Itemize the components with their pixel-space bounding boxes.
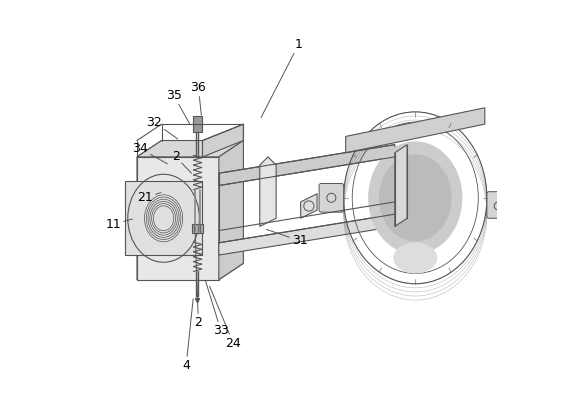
Polygon shape <box>219 145 395 185</box>
Text: 11: 11 <box>105 218 132 231</box>
Text: 21: 21 <box>137 191 161 204</box>
Polygon shape <box>125 181 202 255</box>
Polygon shape <box>194 116 202 132</box>
Text: 2: 2 <box>194 233 202 329</box>
Text: 24: 24 <box>209 286 241 350</box>
FancyBboxPatch shape <box>319 183 343 212</box>
Text: 35: 35 <box>166 89 190 124</box>
Text: 2: 2 <box>172 150 191 173</box>
Text: 36: 36 <box>191 81 207 115</box>
Polygon shape <box>137 263 243 280</box>
Polygon shape <box>202 124 243 157</box>
FancyBboxPatch shape <box>487 192 510 218</box>
Text: 31: 31 <box>267 229 308 247</box>
Ellipse shape <box>394 243 437 273</box>
Text: 33: 33 <box>205 280 229 337</box>
Polygon shape <box>137 140 161 280</box>
Polygon shape <box>346 108 485 153</box>
Ellipse shape <box>369 142 462 254</box>
Text: 4: 4 <box>182 299 193 372</box>
Polygon shape <box>137 157 219 280</box>
Polygon shape <box>219 140 243 280</box>
Text: 32: 32 <box>146 116 178 139</box>
Polygon shape <box>137 140 243 157</box>
Polygon shape <box>219 214 395 255</box>
Polygon shape <box>395 145 407 227</box>
Text: 1: 1 <box>261 38 302 117</box>
Polygon shape <box>301 194 317 218</box>
Ellipse shape <box>380 155 451 241</box>
Polygon shape <box>260 157 276 227</box>
Polygon shape <box>192 225 204 233</box>
Text: 34: 34 <box>132 142 167 164</box>
